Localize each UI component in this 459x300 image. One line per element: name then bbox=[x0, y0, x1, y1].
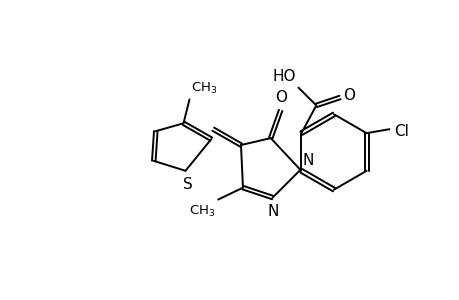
Text: CH$_3$: CH$_3$ bbox=[191, 80, 218, 95]
Text: Cl: Cl bbox=[393, 124, 409, 139]
Text: O: O bbox=[342, 88, 354, 103]
Text: S: S bbox=[182, 177, 192, 192]
Text: O: O bbox=[275, 90, 287, 105]
Text: HO: HO bbox=[272, 69, 296, 84]
Text: CH$_3$: CH$_3$ bbox=[188, 203, 215, 219]
Text: N: N bbox=[268, 205, 279, 220]
Text: N: N bbox=[302, 153, 313, 168]
